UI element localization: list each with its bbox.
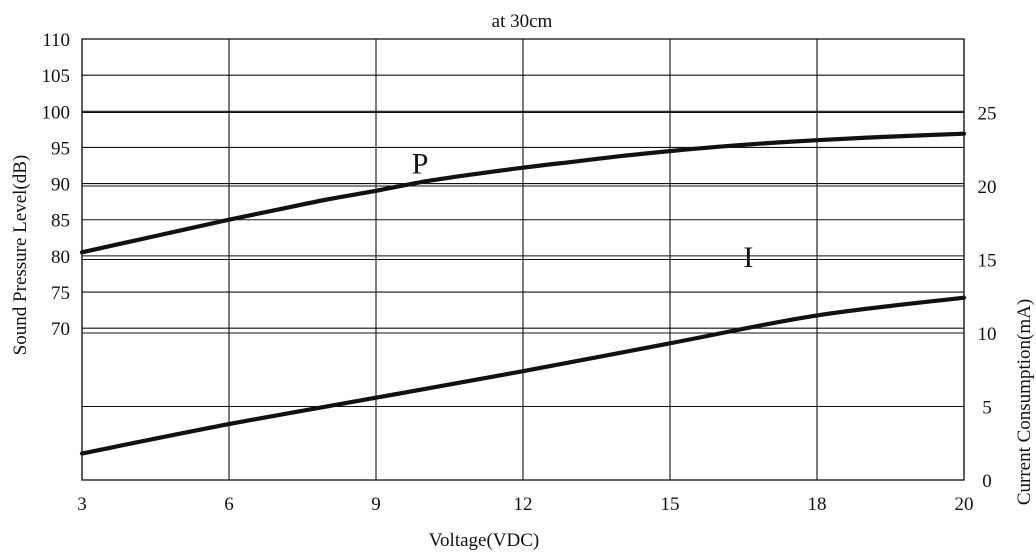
y-right-tick-label: 10 — [978, 324, 997, 345]
x-tick-label: 12 — [514, 494, 533, 515]
y-left-tick-label: 105 — [42, 66, 71, 87]
x-tick-label: 18 — [808, 494, 827, 515]
grid — [81, 38, 965, 481]
curve-label-P: P — [412, 147, 429, 180]
plot-frame — [81, 38, 965, 481]
y-left-tick-label: 110 — [42, 30, 70, 51]
x-tick-label: 3 — [77, 494, 87, 515]
y-left-tick-label: 90 — [51, 175, 70, 196]
series-lines — [79, 131, 967, 456]
y-left-tick-label: 100 — [42, 102, 71, 123]
x-axis-title: Voltage(VDC) — [429, 530, 539, 551]
y-right-tick-label: 15 — [978, 251, 997, 272]
curve-label-I: I — [743, 241, 753, 274]
x-tick-label: 6 — [224, 494, 234, 515]
y-axis-title-left: Sound Pressure Level(dB) — [10, 155, 31, 356]
y-left-tick-label: 85 — [51, 211, 70, 232]
y-right-tick-label: 20 — [978, 177, 997, 198]
x-tick-label: 20 — [955, 494, 974, 515]
y-right-tick-label: 5 — [982, 398, 992, 419]
y-axis-title-right: Current Consumption(mA) — [1014, 299, 1035, 505]
x-tick-label: 15 — [661, 494, 680, 515]
y-left-tick-label: 95 — [51, 138, 70, 159]
y-right-tick-label: 0 — [982, 471, 992, 492]
y-left-tick-label: 80 — [51, 247, 70, 268]
chart-title: at 30cm — [492, 11, 553, 32]
series-line-I — [79, 295, 967, 456]
series-line-P — [79, 131, 967, 255]
y-left-tick-label: 75 — [51, 283, 70, 304]
y-left-tick-label: 70 — [51, 319, 70, 340]
x-tick-label: 9 — [371, 494, 381, 515]
tick-labels: 3 6 9 12 15 18 2011010510095908580757025201510… — [42, 30, 997, 515]
y-right-tick-label: 25 — [978, 104, 997, 125]
